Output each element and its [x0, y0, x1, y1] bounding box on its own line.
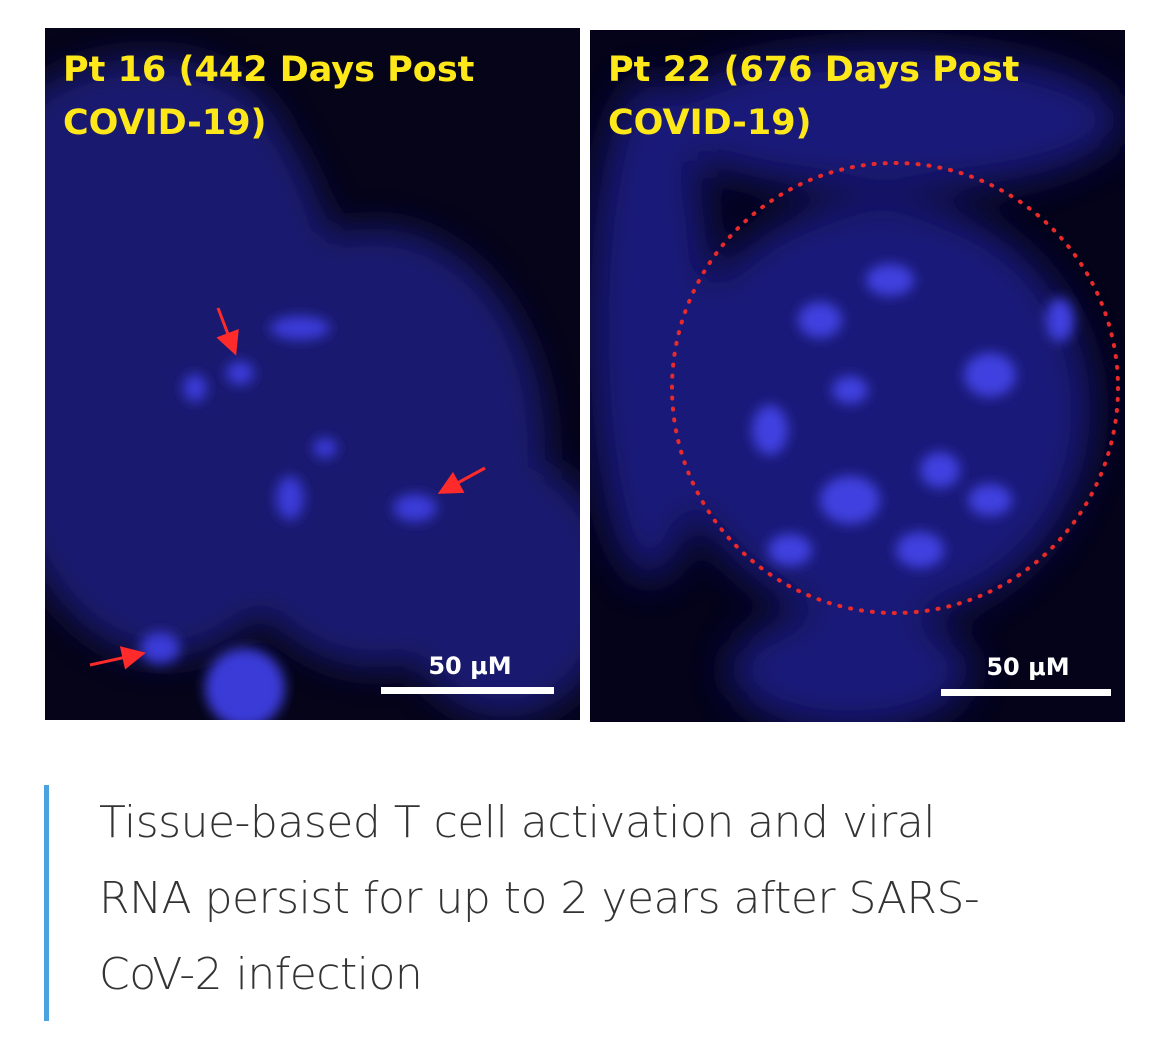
caption-line: RNA persist for up to 2 years after SARS…	[99, 873, 980, 924]
caption-line: Tissue-based T cell activation and viral	[99, 797, 936, 848]
panel-title: COVID-19)	[63, 103, 267, 143]
cells	[140, 316, 437, 720]
image-panel: Pt 22 (676 Days Post COVID-19) 50 μM	[590, 30, 1125, 722]
cells	[752, 264, 1074, 568]
arrows	[89, 307, 486, 670]
region-outline	[670, 161, 1120, 615]
scale-label: 50 μM	[428, 652, 511, 680]
caption-line: CoV-2 infection	[99, 949, 423, 1000]
panel-title: Pt 16 (442 Days Post	[63, 50, 474, 90]
panel-title: COVID-19)	[608, 103, 812, 143]
caption: Tissue-based T cell activation and viral…	[44, 785, 1139, 1021]
scale-label: 50 μM	[986, 653, 1069, 681]
panel-title: Pt 22 (676 Days Post	[608, 50, 1019, 90]
image-panel: Pt 16 (442 Days Post COVID-19) 50 μM	[45, 28, 580, 720]
scale-bar	[941, 689, 1111, 696]
scale-bar	[381, 687, 554, 694]
